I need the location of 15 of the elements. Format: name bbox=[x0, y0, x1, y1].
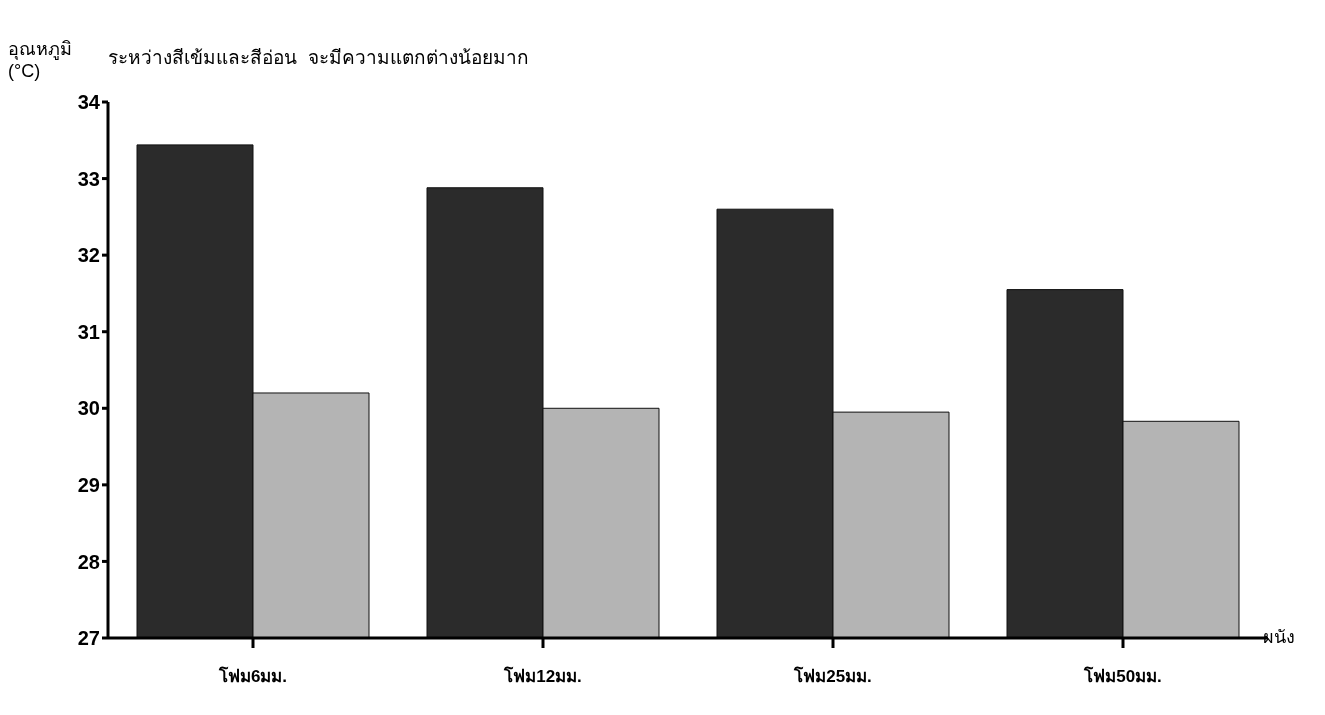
y-tick-label: 33 bbox=[77, 167, 100, 190]
y-tick-label: 30 bbox=[77, 397, 100, 420]
y-axis-title: อุณหภูมิ (°C) bbox=[8, 38, 73, 82]
text: ระหว่างสีเข้มและสีอ่อน จะมีความแตกต่างน้อยมาก bbox=[108, 46, 529, 70]
y-tick-label: 28 bbox=[77, 550, 100, 573]
x-axis-title: ผนัง bbox=[1263, 626, 1295, 649]
y-tick-label: 31 bbox=[77, 320, 100, 343]
x-tick-label: โฟม12มม. bbox=[503, 666, 582, 687]
y-tick-label: 32 bbox=[77, 244, 100, 267]
y-tick-label: 27 bbox=[77, 627, 100, 650]
x-tick-label: โฟม25มม. bbox=[793, 666, 872, 687]
y-tick-label: 34 bbox=[77, 91, 101, 114]
x-tick-label: โฟม6มม. bbox=[217, 666, 288, 687]
y-tick-label: 29 bbox=[77, 473, 100, 496]
x-tick-label: โฟม50มม. bbox=[1083, 666, 1162, 687]
